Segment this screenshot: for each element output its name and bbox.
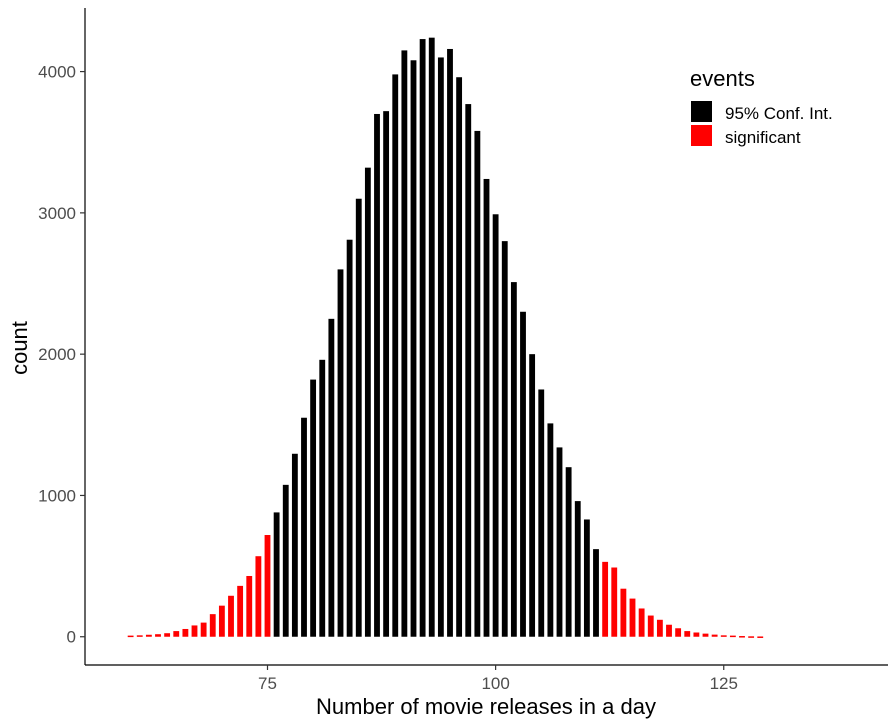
bar-conf-int-103 xyxy=(520,311,526,637)
bar-significant-120 xyxy=(675,628,682,637)
bar-conf-int-81 xyxy=(319,359,326,637)
bar-conf-int-76 xyxy=(273,512,280,637)
bar-conf-int-102 xyxy=(510,282,517,637)
bar-conf-int-97 xyxy=(465,104,472,637)
bar-significant-62 xyxy=(145,634,152,637)
bar-significant-61 xyxy=(136,635,143,637)
bar-significant-72 xyxy=(237,585,244,637)
bar-significant-126 xyxy=(729,635,736,638)
bar-conf-int-82 xyxy=(328,318,335,637)
y-tick-label: 0 xyxy=(67,628,76,647)
bar-conf-int-94 xyxy=(437,57,444,637)
y-axis-title: count xyxy=(7,321,32,375)
legend-swatch-significant xyxy=(691,125,712,146)
x-tick-label: 100 xyxy=(481,674,509,693)
x-axis-title: Number of movie releases in a day xyxy=(316,694,656,719)
bar-significant-116 xyxy=(638,608,645,637)
bar-significant-69 xyxy=(209,614,216,637)
bar-significant-115 xyxy=(629,598,636,637)
bar-conf-int-85 xyxy=(355,198,362,637)
bar-significant-68 xyxy=(200,622,207,637)
bar-significant-118 xyxy=(656,619,663,637)
bar-conf-int-80 xyxy=(310,379,317,637)
bar-conf-int-95 xyxy=(447,48,453,637)
bar-conf-int-92 xyxy=(419,39,426,637)
bar-conf-int-104 xyxy=(529,354,536,637)
bar-significant-66 xyxy=(182,628,189,637)
bar-significant-112 xyxy=(602,561,609,637)
bar-significant-113 xyxy=(611,567,618,637)
bar-conf-int-86 xyxy=(364,167,371,637)
bar-significant-67 xyxy=(191,625,198,637)
bar-conf-int-105 xyxy=(538,389,545,637)
x-tick-label: 75 xyxy=(258,674,277,693)
bar-significant-64 xyxy=(164,633,171,637)
bar-significant-70 xyxy=(218,605,225,637)
y-ticks: 0 1000 2000 3000 4000 xyxy=(38,63,85,647)
legend-label-conf-int: 95% Conf. Int. xyxy=(725,104,833,123)
bar-significant-63 xyxy=(155,634,161,637)
bar-significant-74 xyxy=(255,556,262,637)
bar-conf-int-89 xyxy=(392,74,399,637)
bar-conf-int-79 xyxy=(301,417,307,637)
bar-conf-int-87 xyxy=(374,113,380,637)
legend-swatch-conf-int xyxy=(691,101,712,122)
bar-significant-125 xyxy=(720,635,727,637)
bar-significant-124 xyxy=(711,634,718,637)
legend-label-significant: significant xyxy=(725,128,801,147)
bars-layer xyxy=(127,37,764,638)
bar-significant-117 xyxy=(647,615,654,637)
bar-significant-75 xyxy=(264,535,271,637)
bar-significant-121 xyxy=(684,631,691,637)
bar-significant-114 xyxy=(620,588,627,637)
bar-conf-int-98 xyxy=(474,130,481,637)
bar-conf-int-93 xyxy=(428,37,435,637)
y-tick-label: 2000 xyxy=(38,345,76,364)
bar-significant-71 xyxy=(228,595,234,637)
bar-conf-int-88 xyxy=(383,111,390,637)
legend-title: events xyxy=(690,66,755,91)
bar-conf-int-78 xyxy=(291,453,298,637)
bar-significant-127 xyxy=(739,636,745,638)
bar-conf-int-84 xyxy=(346,239,353,637)
bar-conf-int-106 xyxy=(547,423,554,637)
bar-conf-int-100 xyxy=(492,214,499,637)
bar-significant-122 xyxy=(693,632,700,637)
bar-conf-int-90 xyxy=(401,50,408,637)
x-ticks: 75 100 125 xyxy=(258,665,738,693)
bar-significant-73 xyxy=(246,575,253,637)
bar-conf-int-77 xyxy=(282,484,289,637)
bar-conf-int-107 xyxy=(556,447,563,637)
bar-conf-int-110 xyxy=(583,519,590,637)
bar-significant-60 xyxy=(127,635,134,638)
bar-conf-int-83 xyxy=(337,269,344,637)
legend: events 95% Conf. Int. significant xyxy=(690,66,833,147)
y-tick-label: 4000 xyxy=(38,63,76,82)
y-tick-label: 1000 xyxy=(38,486,76,505)
bar-conf-int-111 xyxy=(593,549,599,637)
bar-conf-int-99 xyxy=(483,178,490,637)
bar-significant-119 xyxy=(666,624,672,637)
bar-conf-int-91 xyxy=(410,60,417,637)
bar-conf-int-108 xyxy=(565,467,572,637)
bar-significant-129 xyxy=(757,636,764,638)
x-tick-label: 125 xyxy=(710,674,738,693)
y-tick-label: 3000 xyxy=(38,204,76,223)
bar-conf-int-109 xyxy=(574,501,581,637)
bar-significant-128 xyxy=(748,636,755,638)
bar-conf-int-96 xyxy=(456,77,463,637)
bar-conf-int-101 xyxy=(501,241,508,637)
bar-significant-65 xyxy=(173,631,180,637)
bar-significant-123 xyxy=(702,633,709,637)
